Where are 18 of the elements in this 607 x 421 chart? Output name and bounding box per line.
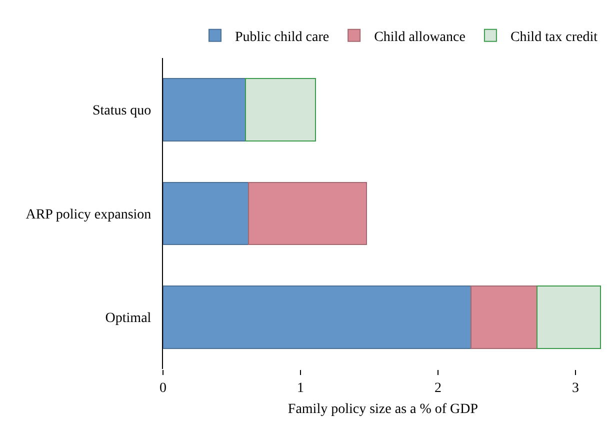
- x-tick-label: 1: [297, 380, 304, 396]
- x-axis-title: Family policy size as a % of GDP: [288, 402, 478, 418]
- y-tick-label: ARP policy expansion: [26, 207, 152, 222]
- bar: [470, 286, 538, 349]
- x-tick-label: 2: [434, 380, 442, 396]
- legend-label: Child tax credit: [510, 30, 598, 45]
- legend-label: Public child care: [235, 30, 330, 45]
- bar: [163, 286, 472, 349]
- bar: [163, 78, 246, 142]
- bar: [536, 286, 601, 349]
- bar: [248, 182, 367, 246]
- legend-label: Child allowance: [374, 30, 466, 45]
- bar: [245, 78, 316, 142]
- x-tick-label: 0: [160, 380, 166, 396]
- y-tick-label: Optimal: [105, 311, 152, 326]
- y-tick-label: Status quo: [92, 104, 152, 119]
- bar: [163, 182, 249, 246]
- x-tick-label: 3: [572, 380, 579, 396]
